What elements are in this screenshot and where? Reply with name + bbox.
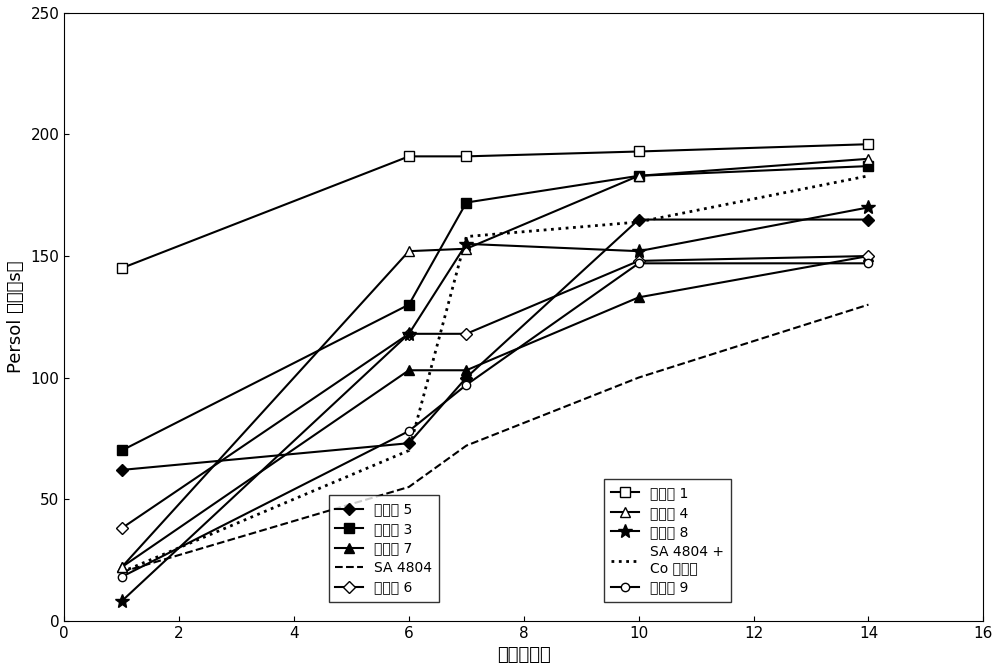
X-axis label: 时间（天）: 时间（天）: [497, 646, 551, 664]
Legend: 实施例 1, 实施例 4, 实施例 8, SA 4804 +
Co 催干剂, 实施例 9: 实施例 1, 实施例 4, 实施例 8, SA 4804 + Co 催干剂, 实…: [604, 479, 731, 601]
Y-axis label: Persol 硬度（s）: Persol 硬度（s）: [7, 260, 25, 373]
